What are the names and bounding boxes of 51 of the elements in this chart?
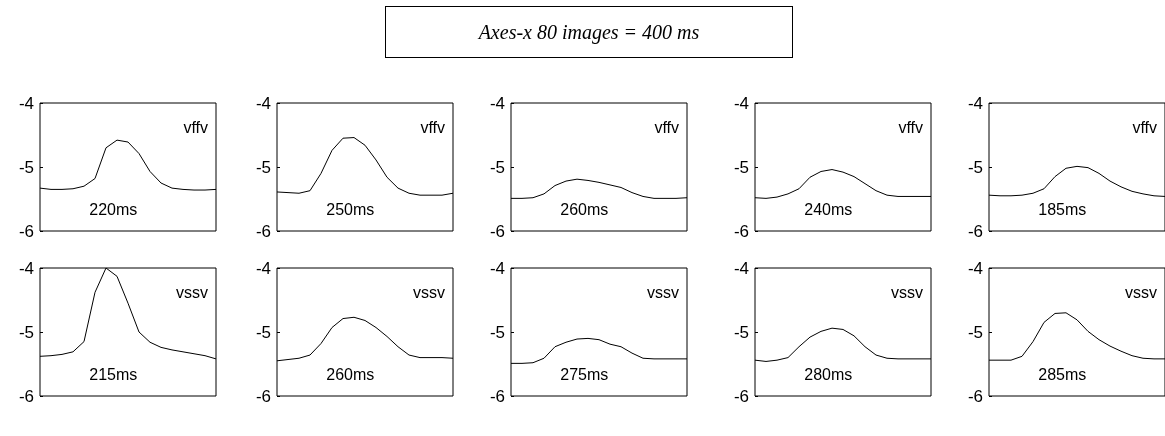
y-tick-label: -4 xyxy=(18,93,34,113)
y-tick-label: -5 xyxy=(733,322,749,342)
annotation: vssv xyxy=(176,283,208,301)
y-tick-label: -6 xyxy=(733,386,749,406)
y-tick-label: -5 xyxy=(255,322,271,342)
y-tick-label: -6 xyxy=(18,221,34,241)
annotation: vffv xyxy=(898,118,924,136)
annotation: vffv xyxy=(1132,118,1158,136)
annotation: 280ms xyxy=(804,365,853,383)
y-tick-label: -5 xyxy=(255,157,271,177)
y-tick-label: -5 xyxy=(18,157,34,177)
y-tick-label: -5 xyxy=(967,157,983,177)
annotation: 220ms xyxy=(89,200,138,218)
y-tick-label: -4 xyxy=(489,258,505,278)
annotation: vssv xyxy=(891,283,923,301)
annotation: vffv xyxy=(654,118,680,136)
y-tick-label: -6 xyxy=(733,221,749,241)
annotation: 215ms xyxy=(89,365,138,383)
y-tick-label: -6 xyxy=(967,221,983,241)
y-tick-label: -4 xyxy=(733,93,749,113)
y-tick-label: -6 xyxy=(18,386,34,406)
y-tick-label: -4 xyxy=(255,258,271,278)
annotation: vffv xyxy=(183,118,209,136)
annotation: vssv xyxy=(1125,283,1157,301)
y-tick-label: -6 xyxy=(489,386,505,406)
chart-title: Axes-x 80 images = 400 ms xyxy=(385,6,793,58)
y-tick-label: -4 xyxy=(967,93,983,113)
annotation: 260ms xyxy=(326,365,375,383)
y-tick-label: -4 xyxy=(489,93,505,113)
y-tick-label: -6 xyxy=(255,386,271,406)
annotation: vssv xyxy=(413,283,445,301)
annotation: 250ms xyxy=(326,200,375,218)
y-tick-label: -4 xyxy=(18,258,34,278)
annotation: vffv xyxy=(420,118,446,136)
y-tick-label: -5 xyxy=(18,322,34,342)
y-tick-label: -6 xyxy=(255,221,271,241)
annotation: 260ms xyxy=(560,200,609,218)
y-tick-label: -5 xyxy=(967,322,983,342)
annotation: 185ms xyxy=(1038,200,1087,218)
y-tick-label: -4 xyxy=(733,258,749,278)
y-tick-label: -4 xyxy=(967,258,983,278)
y-tick-label: -6 xyxy=(967,386,983,406)
y-tick-label: -5 xyxy=(733,157,749,177)
y-tick-label: -6 xyxy=(489,221,505,241)
annotation: 240ms xyxy=(804,200,853,218)
y-tick-label: -5 xyxy=(489,157,505,177)
annotation: vssv xyxy=(647,283,679,301)
y-tick-label: -5 xyxy=(489,322,505,342)
y-tick-label: -4 xyxy=(255,93,271,113)
annotation: 285ms xyxy=(1038,365,1087,383)
annotation: 275ms xyxy=(560,365,609,383)
